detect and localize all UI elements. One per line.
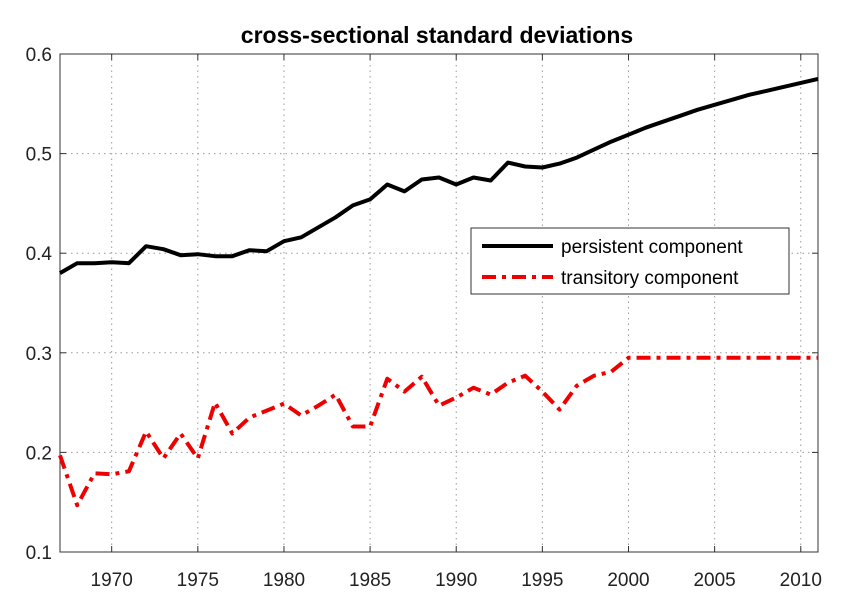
x-tick-label: 1980 (263, 570, 305, 591)
y-tick-label: 0.3 (26, 344, 52, 365)
x-tick-label: 1975 (177, 570, 219, 591)
chart-title: cross-sectional standard deviations (241, 22, 633, 48)
x-tick-label: 2010 (780, 570, 822, 591)
legend-label-persistent: persistent component (561, 237, 743, 258)
y-tick-label: 0.2 (26, 443, 52, 464)
legend: persistent component transitory componen… (470, 227, 790, 295)
axis-ticks: 1970 1975 1980 1985 1990 1995 2000 2005 2010 0.1 0… (26, 45, 822, 591)
plot-area (59, 53, 819, 553)
x-tick-label: 2005 (693, 570, 735, 591)
y-tick-label: 0.6 (26, 45, 52, 66)
x-tick-label: 2000 (607, 570, 649, 591)
legend-box (470, 227, 790, 295)
x-tick-label: 1970 (91, 570, 133, 591)
y-tick-label: 0.4 (26, 244, 53, 265)
y-tick-label: 0.5 (26, 145, 52, 166)
x-tick-label: 1985 (349, 570, 391, 591)
series-layer (58, 76, 819, 508)
legend-label-transitory: transitory component (561, 268, 739, 289)
x-tick-label: 1995 (521, 570, 563, 591)
series-line-transitory (58, 355, 818, 508)
y-tick-label: 0.1 (26, 543, 52, 564)
x-tick-label: 1990 (435, 570, 477, 591)
grid (60, 53, 818, 553)
series-line-persistent (59, 76, 819, 275)
